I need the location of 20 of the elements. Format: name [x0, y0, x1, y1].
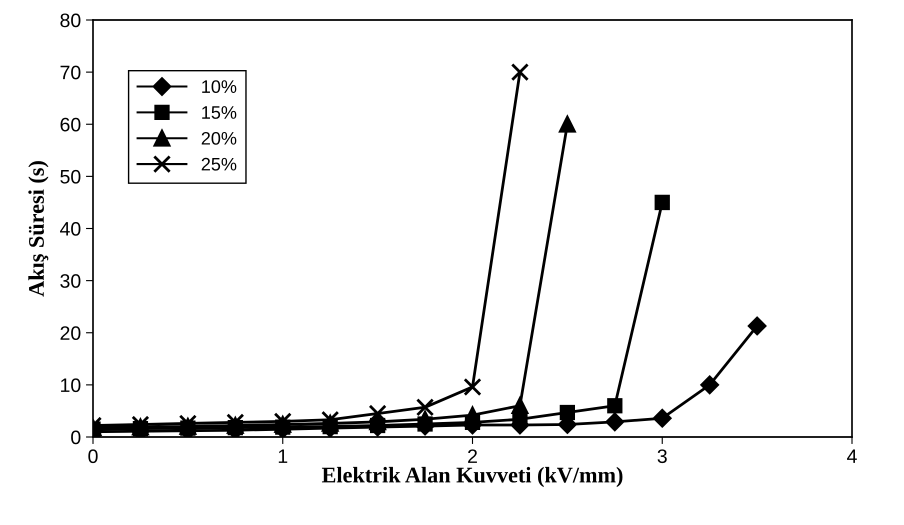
x-tick-label: 4 — [847, 450, 857, 463]
legend-label: 15% — [202, 106, 236, 119]
legend-label: 20% — [202, 132, 236, 145]
legend-label: 10% — [202, 80, 236, 94]
y-tick-label: 80 — [60, 13, 80, 28]
x-tick-label: 3 — [658, 449, 667, 464]
x-tick-label: 2 — [468, 449, 477, 463]
y-tick-label: 20 — [60, 326, 80, 340]
y-tick-label: 50 — [60, 170, 80, 184]
y-tick-label: 40 — [60, 222, 80, 236]
x-tick-label: 1 — [278, 450, 288, 463]
x-axis-title: Elektrik Alan Kuvveti (kV/mm) — [322, 466, 622, 488]
y-tick-label: 30 — [60, 274, 80, 288]
y-tick-label: 10 — [61, 378, 80, 392]
y-axis-title: Akış Süresi (s) — [28, 161, 48, 297]
y-tick-label: 0 — [71, 430, 80, 444]
y-tick-label: 70 — [60, 66, 80, 80]
y-tick-label: 60 — [60, 118, 80, 132]
x-tick-label: 0 — [88, 449, 98, 464]
legend-label: 25% — [202, 158, 236, 171]
